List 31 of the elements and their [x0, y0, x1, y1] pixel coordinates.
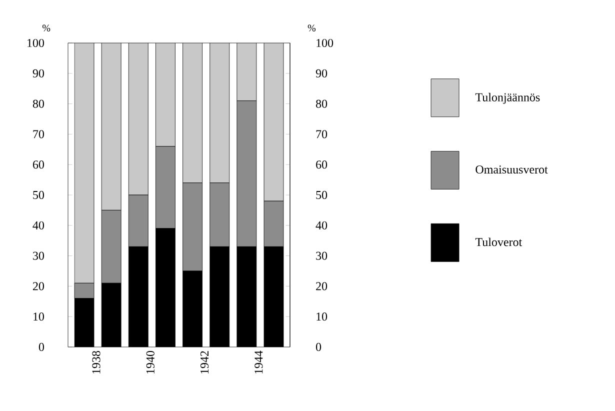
y-tick-label: 0: [38, 342, 44, 352]
y-tick-label: 10: [34, 312, 44, 321]
y-tick-label: 80: [32, 100, 44, 108]
x-tick-label: 1942: [200, 351, 209, 374]
x-tick-label: 1940: [146, 350, 154, 374]
y-tick-label: 60: [32, 160, 44, 169]
text: Tuloverot: [475, 238, 522, 246]
y2-tick-label: 30: [316, 252, 328, 260]
y-axis-title: %: [42, 24, 50, 32]
y-tick-label: 100: [28, 38, 44, 48]
y2-tick-label: 40: [316, 221, 328, 230]
y2-tick-label: 80: [316, 100, 328, 108]
text: Omaisuusverot: [476, 166, 548, 174]
y-tick-label: 20: [33, 282, 44, 290]
y2-tick-label: 10: [316, 312, 328, 321]
y2-tick-label: 100: [316, 38, 334, 48]
y2-tick-label: 90: [316, 69, 328, 78]
x-tick-label: 1944: [254, 350, 263, 374]
y-tick-label: 90: [32, 69, 44, 78]
x-tick-label: 1938: [92, 350, 100, 374]
y2-tick-label: 50: [316, 190, 328, 200]
y-tick-label: 30: [33, 252, 44, 260]
y-tick-label: 50: [33, 190, 44, 200]
y2-tick-label: 0: [316, 342, 322, 352]
y-tick-label: 70: [33, 130, 44, 138]
y2-tick-label: 20: [316, 282, 328, 290]
y2-tick-label: 70: [316, 130, 328, 138]
y2-tick-label: 60: [316, 160, 328, 169]
y-tick-label: 40: [32, 221, 44, 230]
text: Tulonjäännös: [475, 92, 540, 104]
y2-axis-title: %: [308, 24, 316, 32]
